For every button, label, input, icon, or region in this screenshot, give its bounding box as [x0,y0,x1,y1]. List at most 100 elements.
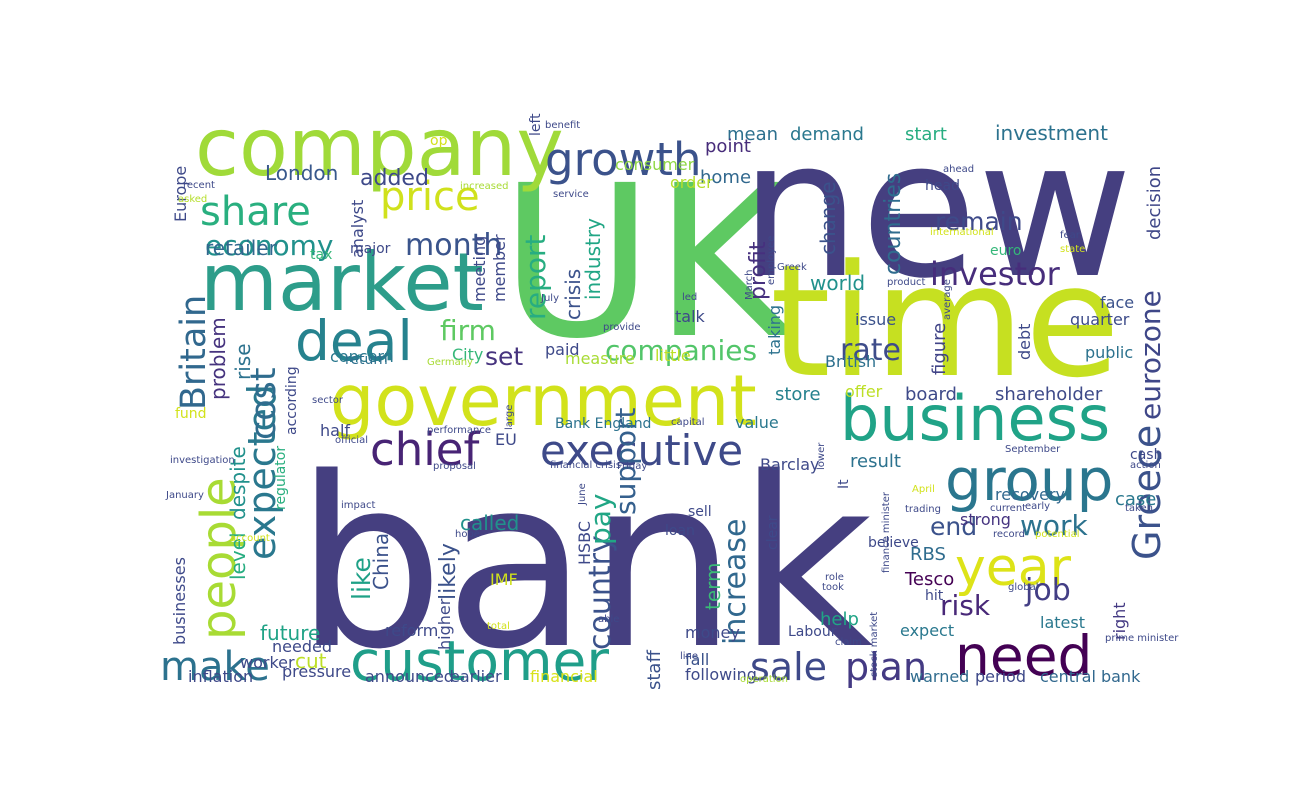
word-rate: rate [840,333,901,368]
word-total: total [487,621,510,632]
word-year: year [955,538,1072,598]
word-executive: executive [540,426,743,475]
word-work: work [1020,509,1089,542]
word-investigation: investigation [170,455,235,466]
word-british: British [825,352,876,371]
word-warned: warned [910,667,969,686]
word-head: head [925,178,960,194]
word-change: change [816,181,840,255]
word-op: op [430,133,448,149]
word-debt: debt [1015,324,1034,360]
word-business: business [840,382,1110,455]
word-higher: higher [435,598,454,650]
word-time: time [770,231,1120,412]
word-operation: operation [740,674,788,685]
word-point: point [705,136,751,157]
word-like: like [347,557,376,600]
word-concern: concern [330,347,394,366]
word-help: help [820,609,859,630]
word-investment: investment [995,121,1108,145]
word-role: role [825,572,844,583]
word-employee: employee [766,236,777,285]
word-added: added [360,166,429,191]
word-fall: fall [685,650,709,669]
word-retailer: retailer [205,236,278,260]
word-earlier: earlier [450,667,502,686]
word-countries: countries [881,173,906,275]
word-performance: performance [427,425,491,436]
word-cut: cut [295,649,327,673]
word-greek: Greek [777,262,807,273]
word-current: current [990,503,1026,514]
word-need: need [955,624,1092,688]
word-share: share [200,189,311,235]
word-measure: measure [565,349,635,368]
word-mean: mean [727,124,778,145]
word-june: June [577,483,588,506]
word-china: China [369,533,393,590]
word-tax: tax [310,247,332,263]
word-january: January [165,490,204,501]
word-barclay: Barclay [760,455,820,474]
word-set: set [485,342,523,371]
word-major: major [350,241,391,257]
word-germany: Germany [427,357,473,368]
word-april: April [912,484,935,495]
word-average: average [942,279,953,320]
word-staff: staff [644,650,665,690]
word-pressure: pressure [282,662,351,681]
word-hope: hope [455,529,480,540]
word-hit: hit [925,588,944,604]
word-plan: plan [845,645,927,689]
word-tesco: Tesco [904,569,954,590]
word-demand: demand [790,124,864,145]
word-recovery: recovery [995,485,1065,504]
word-issue: issue [855,310,896,329]
word-consumer: consumer [615,155,695,174]
word-talk: talk [675,307,706,326]
word-according: according [284,366,300,435]
word-new: new [740,99,1133,320]
word-sell: sell [688,504,712,520]
word-decision: decision [1144,166,1165,240]
word-financial: financial [530,667,598,686]
word-london: London [265,161,338,185]
word-account: account [230,533,270,544]
word-recent: recent [183,180,215,191]
word-prime-minister: prime minister [1105,633,1179,644]
word-paid: paid [545,340,580,359]
word-it: It [836,479,852,489]
word-businesses: businesses [170,557,189,645]
word-july: July [540,293,559,304]
word-report: report [519,234,552,320]
word-face: face [1100,293,1134,312]
word-lower: lower [816,442,827,470]
word-little: little [655,346,691,365]
word-line: line [680,651,698,662]
word-home: home [700,167,751,188]
word-sector: sector [312,395,344,406]
word-regulator: regulator [273,446,289,510]
word-proposal: proposal [433,461,476,472]
word-result: result [850,451,901,472]
word-greece: Greece [1125,425,1169,560]
word-hsbc: HSBC [575,521,594,565]
word-large: large [504,405,515,430]
word-central-bank: central bank [1040,667,1141,686]
word-claim: claim [835,637,862,648]
word-strong: strong [960,510,1011,529]
word-taking: taking [765,305,784,355]
word-stock-market: stock market [869,612,880,677]
word-rbs: RBS [910,544,946,565]
word-labour: Labour [788,624,837,640]
word-action: action [1130,460,1161,471]
word-cost: cost [244,367,284,440]
word-able: able [598,614,619,625]
word-bank: bank [295,428,873,701]
word-analyst: analyst [348,200,367,258]
word-capital: capital [671,417,705,428]
word-deal: deal [295,309,413,373]
word-early: early [1025,501,1050,512]
word-case: case [1115,489,1156,510]
word-europe: Europe [171,166,190,222]
